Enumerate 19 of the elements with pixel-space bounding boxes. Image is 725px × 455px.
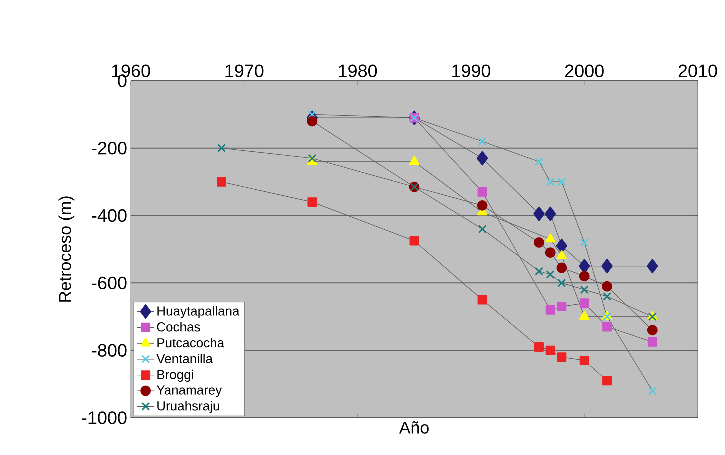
legend-label: Huaytapallana (158, 306, 240, 318)
y-tick-label: -800 (92, 344, 127, 357)
legend-label: Ventanilla (156, 354, 214, 364)
x-tick-label: 2000 (565, 64, 604, 78)
y-axis-title: Retroceso (m) (58, 196, 75, 302)
legend-label: Putcacocha (158, 338, 225, 348)
y-tick-label: -200 (92, 142, 127, 155)
y-tick-label: -600 (92, 276, 127, 290)
x-tick-label: 1990 (452, 64, 491, 78)
y-tick-label: -400 (92, 209, 127, 222)
legend-label: Cochas (157, 322, 200, 332)
y-tick-label: -1000 (82, 412, 127, 424)
legend-label: Broggi (158, 370, 194, 382)
legend-label: Uruahsraju (158, 401, 220, 414)
x-tick-label: 1970 (226, 64, 264, 78)
x-axis-title: Año (399, 422, 429, 434)
x-tick-label: 1980 (339, 64, 378, 78)
legend-label: Yanamarey (156, 386, 222, 398)
x-tick-label: 2010 (678, 64, 718, 78)
